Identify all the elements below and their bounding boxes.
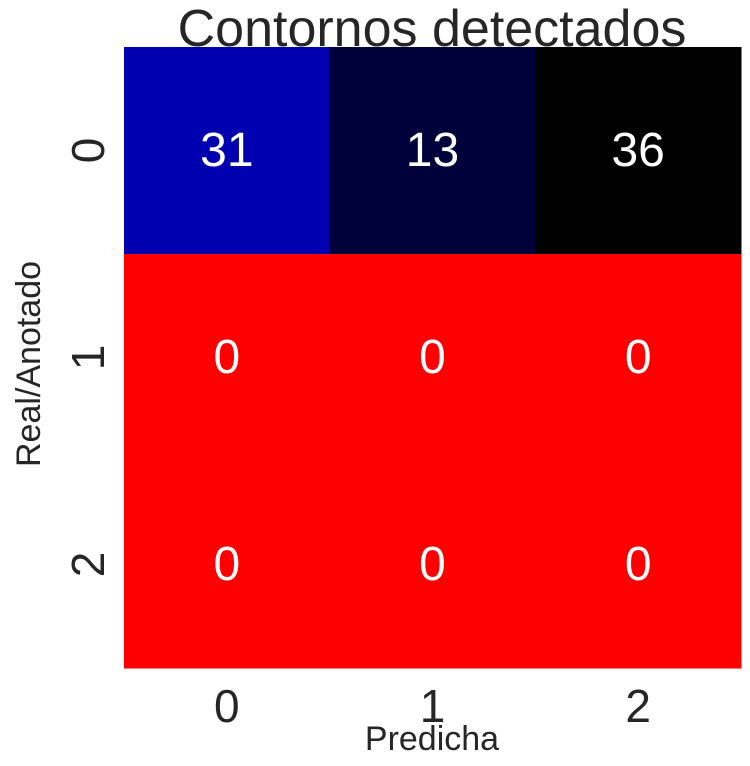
heatmap-cell-1-1 [329, 254, 536, 462]
y-tick-label-0: 0 [62, 138, 114, 164]
cell-value-0-0: 31 [200, 124, 253, 177]
cell-value-0-2: 36 [611, 124, 664, 177]
heatmap-cell-0-2 [535, 47, 742, 255]
y-tick-label-1: 1 [62, 345, 114, 371]
heatmap-cell-1-0 [124, 254, 331, 462]
cell-value-1-0: 0 [213, 331, 240, 384]
x-axis-label: Predicha [365, 720, 499, 758]
heatmap-cell-0-0 [124, 47, 331, 255]
cell-value-2-1: 0 [419, 538, 446, 591]
cell-annotations: 31 13 36 0 0 0 0 0 0 [200, 124, 665, 591]
x-tick-label-0: 0 [214, 680, 240, 732]
x-tick-labels: 0 1 2 [214, 680, 651, 732]
heatmap-cell-2-2 [535, 461, 742, 669]
y-tick-label-2: 2 [62, 552, 114, 578]
heatmap-cell-0-1 [329, 47, 536, 255]
cell-value-1-1: 0 [419, 331, 446, 384]
heatmap-cells [124, 47, 742, 669]
cell-value-2-0: 0 [213, 538, 240, 591]
heatmap-cell-1-2 [535, 254, 742, 462]
y-tick-labels: 0 1 2 [62, 138, 114, 578]
cell-value-0-1: 13 [406, 124, 459, 177]
heatmap-cell-2-1 [329, 461, 536, 669]
y-axis-label: Real/Anotado [10, 261, 48, 467]
x-tick-label-1: 1 [420, 680, 446, 732]
cell-value-1-2: 0 [625, 331, 652, 384]
cell-value-2-2: 0 [625, 538, 652, 591]
heatmap-cell-2-0 [124, 461, 331, 669]
x-tick-label-2: 2 [625, 680, 651, 732]
